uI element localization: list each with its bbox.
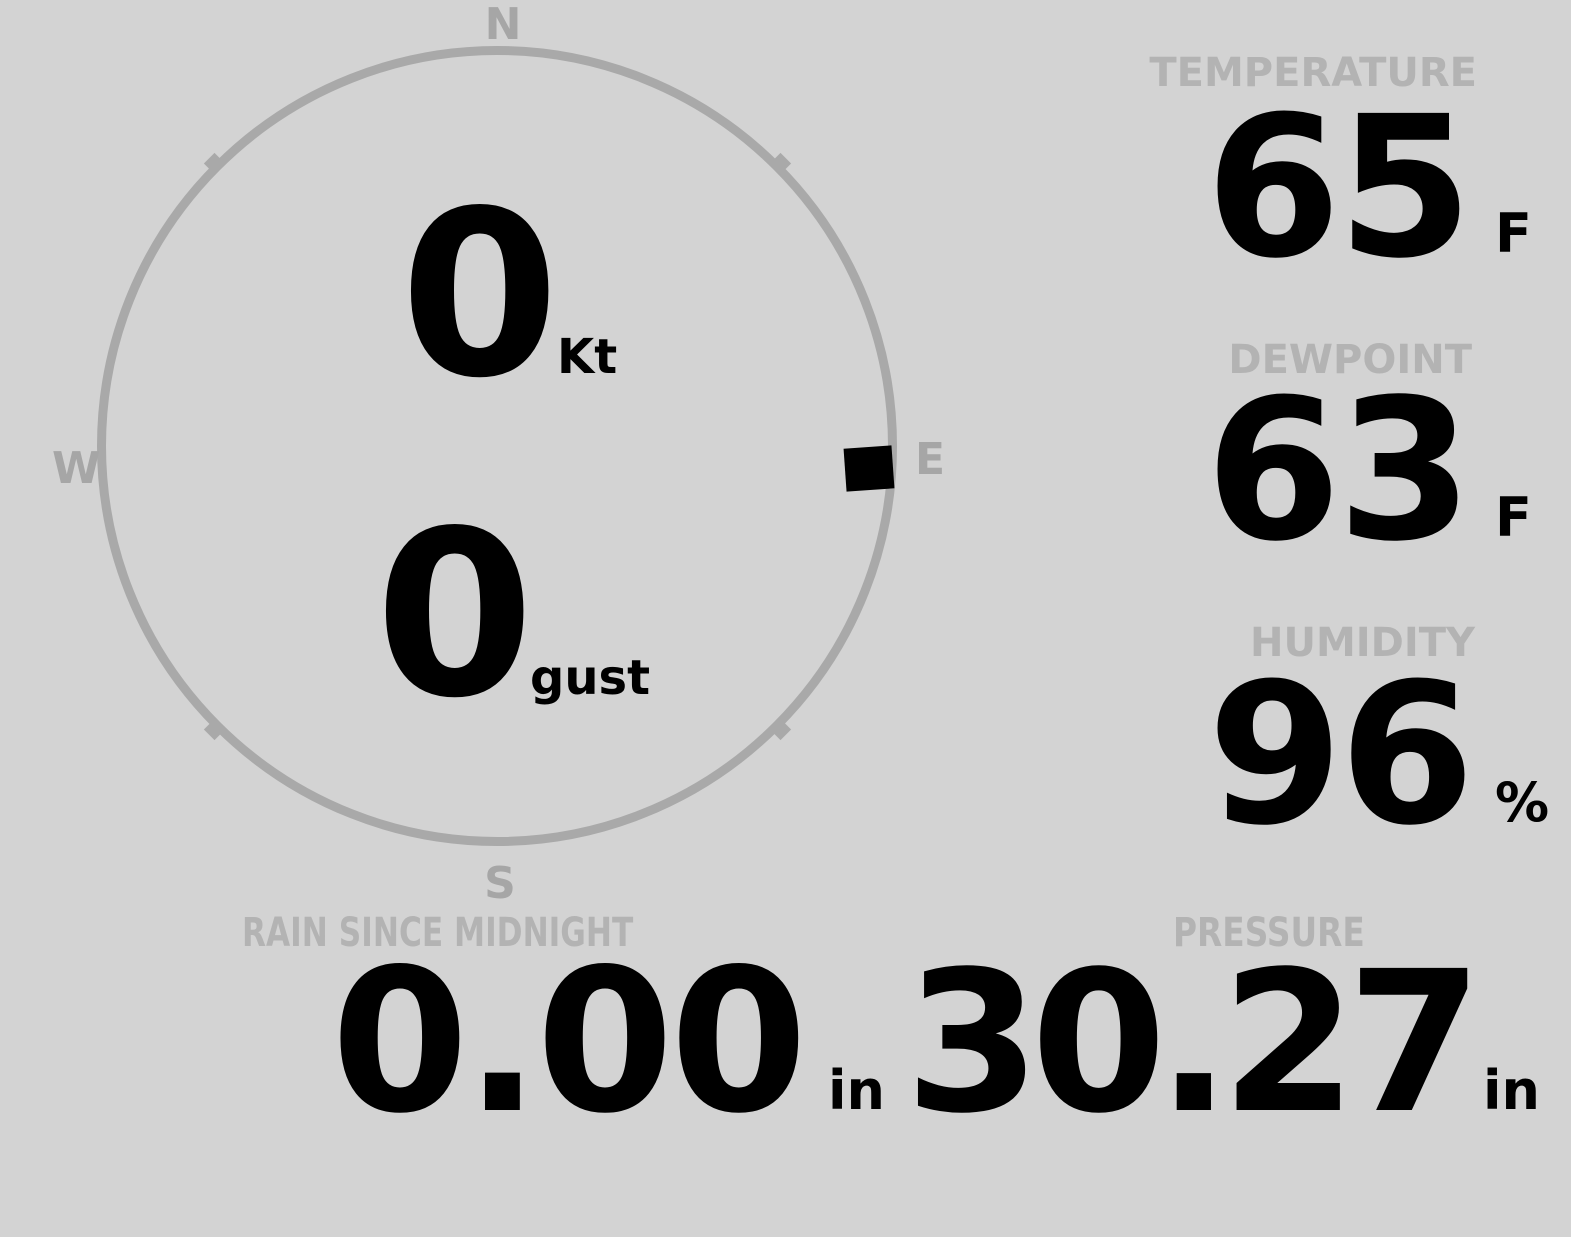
humidity-unit: % — [1495, 771, 1550, 834]
pressure-value: 30.27 — [904, 929, 1483, 1156]
dewpoint-unit: F — [1495, 486, 1532, 549]
pressure-label: PRESSURE — [1173, 910, 1365, 956]
compass-label-north: N — [484, 0, 522, 50]
dewpoint-label: DEWPOINT — [1228, 337, 1472, 383]
pressure-unit: in — [1483, 1059, 1540, 1122]
compass-label-south: S — [484, 858, 516, 909]
rain-label: RAIN SINCE MIDNIGHT — [242, 910, 634, 956]
compass-label-east: E — [915, 434, 946, 485]
wind-gust-value: 0 — [375, 482, 534, 749]
humidity-value: 96 — [1207, 641, 1474, 868]
wind-gust-unit: gust — [530, 650, 651, 706]
temperature-label: TEMPERATURE — [1149, 50, 1477, 96]
wind-speed-unit: Kt — [557, 329, 618, 385]
temperature-unit: F — [1495, 202, 1532, 265]
humidity-label: HUMIDITY — [1250, 620, 1475, 666]
rain-unit: in — [828, 1059, 885, 1122]
dewpoint-value: 63 — [1205, 357, 1472, 584]
wind-direction-marker — [843, 445, 895, 492]
rain-value: 0.00 — [331, 926, 808, 1157]
compass-circle — [97, 46, 897, 846]
compass-label-west: W — [52, 443, 101, 494]
temperature-value: 65 — [1205, 74, 1472, 301]
wind-speed-value: 0 — [400, 162, 559, 429]
